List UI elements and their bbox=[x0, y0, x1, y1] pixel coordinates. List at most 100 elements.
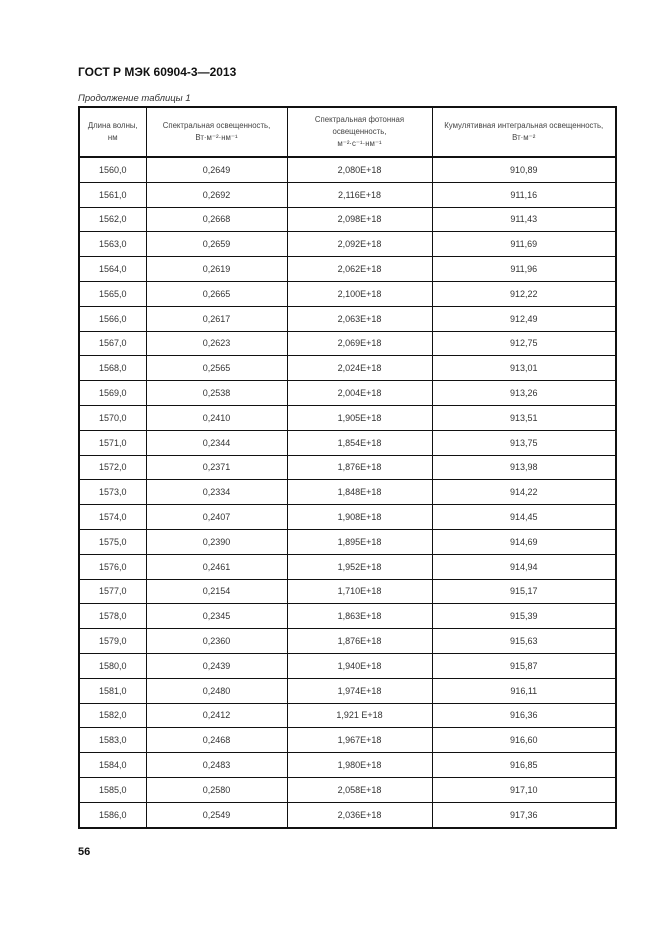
table-row: 1584,0 0,2483 1,980E+18 916,85 bbox=[78, 752, 617, 778]
cell-photon-irradiance: 2,098E+18 bbox=[286, 206, 433, 233]
cell-spectral-irradiance: 0,2461 bbox=[145, 553, 288, 580]
column-label: Спектральная фотонная освещенность, bbox=[314, 115, 405, 136]
cell-photon-irradiance: 1,974E+18 bbox=[286, 677, 433, 704]
cell-cumulative-irradiance: 914,69 bbox=[431, 528, 617, 555]
cell-spectral-irradiance: 0,2665 bbox=[145, 280, 288, 307]
table-body: 1560,0 0,2649 2,080E+18 910,89 1561,0 0,2692 2… bbox=[78, 156, 617, 829]
cell-spectral-irradiance: 0,2619 bbox=[145, 256, 288, 282]
cell-cumulative-irradiance: 917,36 bbox=[431, 801, 617, 829]
cell-wavelength: 1567,0 bbox=[78, 330, 147, 357]
cell-spectral-irradiance: 0,2668 bbox=[145, 206, 288, 233]
table-row: 1577,0 0,2154 1,710E+18 915,17 bbox=[78, 578, 617, 605]
table-row: 1575,0 0,2390 1,895E+18 914,69 bbox=[78, 528, 617, 555]
cell-photon-irradiance: 1,921 E+18 bbox=[286, 702, 433, 729]
cell-cumulative-irradiance: 913,01 bbox=[431, 355, 617, 382]
cell-spectral-irradiance: 0,2480 bbox=[145, 677, 288, 704]
cell-spectral-irradiance: 0,2468 bbox=[145, 727, 288, 754]
table-caption: Продолжение таблицы 1 bbox=[78, 93, 191, 104]
spectral-irradiance-table: Длина волны, нм Спектральная освещенность… bbox=[78, 106, 617, 829]
column-unit: нм bbox=[107, 133, 118, 142]
column-header-cumulative-irradiance: Кумулятивная интегральная освещенность, В… bbox=[431, 106, 617, 158]
table-row: 1566,0 0,2617 2,063E+18 912,49 bbox=[78, 305, 617, 332]
cell-photon-irradiance: 1,854E+18 bbox=[286, 429, 433, 456]
cell-spectral-irradiance: 0,2649 bbox=[145, 156, 288, 183]
cell-spectral-irradiance: 0,2407 bbox=[145, 504, 288, 530]
cell-photon-irradiance: 2,062E+18 bbox=[286, 256, 433, 282]
table-row: 1563,0 0,2659 2,092E+18 911,69 bbox=[78, 231, 617, 258]
cell-wavelength: 1562,0 bbox=[78, 206, 147, 233]
column-label: Спектральная освещенность, bbox=[162, 121, 271, 130]
cell-cumulative-irradiance: 914,45 bbox=[431, 504, 617, 530]
cell-wavelength: 1571,0 bbox=[78, 429, 147, 456]
cell-photon-irradiance: 1,908E+18 bbox=[286, 504, 433, 530]
cell-wavelength: 1577,0 bbox=[78, 578, 147, 605]
cell-cumulative-irradiance: 912,49 bbox=[431, 305, 617, 332]
table-row: 1572,0 0,2371 1,876E+18 913,98 bbox=[78, 454, 617, 481]
table-row: 1573,0 0,2334 1,848E+18 914,22 bbox=[78, 479, 617, 506]
table-row: 1578,0 0,2345 1,863E+18 915,39 bbox=[78, 603, 617, 630]
cell-photon-irradiance: 2,069E+18 bbox=[286, 330, 433, 357]
cell-wavelength: 1584,0 bbox=[78, 752, 147, 778]
cell-photon-irradiance: 1,895E+18 bbox=[286, 528, 433, 555]
cell-cumulative-irradiance: 913,75 bbox=[431, 429, 617, 456]
cell-photon-irradiance: 2,116E+18 bbox=[286, 181, 433, 208]
cell-spectral-irradiance: 0,2692 bbox=[145, 181, 288, 208]
cell-wavelength: 1579,0 bbox=[78, 628, 147, 654]
cell-spectral-irradiance: 0,2390 bbox=[145, 528, 288, 555]
cell-spectral-irradiance: 0,2659 bbox=[145, 231, 288, 258]
table-row: 1574,0 0,2407 1,908E+18 914,45 bbox=[78, 504, 617, 530]
cell-cumulative-irradiance: 915,63 bbox=[431, 628, 617, 654]
cell-spectral-irradiance: 0,2565 bbox=[145, 355, 288, 382]
cell-photon-irradiance: 2,092E+18 bbox=[286, 231, 433, 258]
cell-cumulative-irradiance: 912,75 bbox=[431, 330, 617, 357]
cell-cumulative-irradiance: 914,22 bbox=[431, 479, 617, 506]
cell-wavelength: 1565,0 bbox=[78, 280, 147, 307]
cell-cumulative-irradiance: 913,98 bbox=[431, 454, 617, 481]
column-header-spectral-irradiance: Спектральная освещенность, Вт·м⁻²·нм⁻¹ bbox=[145, 106, 288, 158]
table-row: 1569,0 0,2538 2,004E+18 913,26 bbox=[78, 380, 617, 406]
cell-wavelength: 1580,0 bbox=[78, 652, 147, 679]
cell-cumulative-irradiance: 915,39 bbox=[431, 603, 617, 630]
cell-wavelength: 1569,0 bbox=[78, 380, 147, 406]
cell-spectral-irradiance: 0,2412 bbox=[145, 702, 288, 729]
table-row: 1562,0 0,2668 2,098E+18 911,43 bbox=[78, 206, 617, 233]
cell-photon-irradiance: 2,036E+18 bbox=[286, 801, 433, 829]
cell-cumulative-irradiance: 915,87 bbox=[431, 652, 617, 679]
cell-photon-irradiance: 2,080E+18 bbox=[286, 156, 433, 183]
cell-wavelength: 1578,0 bbox=[78, 603, 147, 630]
cell-photon-irradiance: 1,967E+18 bbox=[286, 727, 433, 754]
column-label: Кумулятивная интегральная освещенность, bbox=[444, 121, 604, 130]
cell-wavelength: 1563,0 bbox=[78, 231, 147, 258]
table-row: 1568,0 0,2565 2,024E+18 913,01 bbox=[78, 355, 617, 382]
cell-photon-irradiance: 1,952E+18 bbox=[286, 553, 433, 580]
cell-wavelength: 1575,0 bbox=[78, 528, 147, 555]
cell-wavelength: 1585,0 bbox=[78, 776, 147, 803]
column-unit: м⁻²·с⁻¹·нм⁻¹ bbox=[337, 139, 382, 148]
cell-cumulative-irradiance: 913,26 bbox=[431, 380, 617, 406]
cell-cumulative-irradiance: 911,43 bbox=[431, 206, 617, 233]
cell-photon-irradiance: 2,024E+18 bbox=[286, 355, 433, 382]
table-row: 1585,0 0,2580 2,058E+18 917,10 bbox=[78, 776, 617, 803]
cell-cumulative-irradiance: 916,85 bbox=[431, 752, 617, 778]
cell-cumulative-irradiance: 911,96 bbox=[431, 256, 617, 282]
cell-cumulative-irradiance: 911,69 bbox=[431, 231, 617, 258]
cell-photon-irradiance: 2,100E+18 bbox=[286, 280, 433, 307]
table-row: 1560,0 0,2649 2,080E+18 910,89 bbox=[78, 156, 617, 183]
cell-cumulative-irradiance: 915,17 bbox=[431, 578, 617, 605]
table-row: 1576,0 0,2461 1,952E+18 914,94 bbox=[78, 553, 617, 580]
cell-wavelength: 1583,0 bbox=[78, 727, 147, 754]
table-row: 1561,0 0,2692 2,116E+18 911,16 bbox=[78, 181, 617, 208]
cell-photon-irradiance: 1,848E+18 bbox=[286, 479, 433, 506]
column-unit: Вт·м⁻² bbox=[512, 133, 536, 142]
cell-photon-irradiance: 1,876E+18 bbox=[286, 454, 433, 481]
cell-photon-irradiance: 2,063E+18 bbox=[286, 305, 433, 332]
cell-wavelength: 1568,0 bbox=[78, 355, 147, 382]
cell-cumulative-irradiance: 913,51 bbox=[431, 404, 617, 431]
cell-photon-irradiance: 1,710E+18 bbox=[286, 578, 433, 605]
cell-photon-irradiance: 2,058E+18 bbox=[286, 776, 433, 803]
cell-spectral-irradiance: 0,2439 bbox=[145, 652, 288, 679]
table-row: 1571,0 0,2344 1,854E+18 913,75 bbox=[78, 429, 617, 456]
cell-wavelength: 1564,0 bbox=[78, 256, 147, 282]
table-row: 1583,0 0,2468 1,967E+18 916,60 bbox=[78, 727, 617, 754]
cell-wavelength: 1566,0 bbox=[78, 305, 147, 332]
